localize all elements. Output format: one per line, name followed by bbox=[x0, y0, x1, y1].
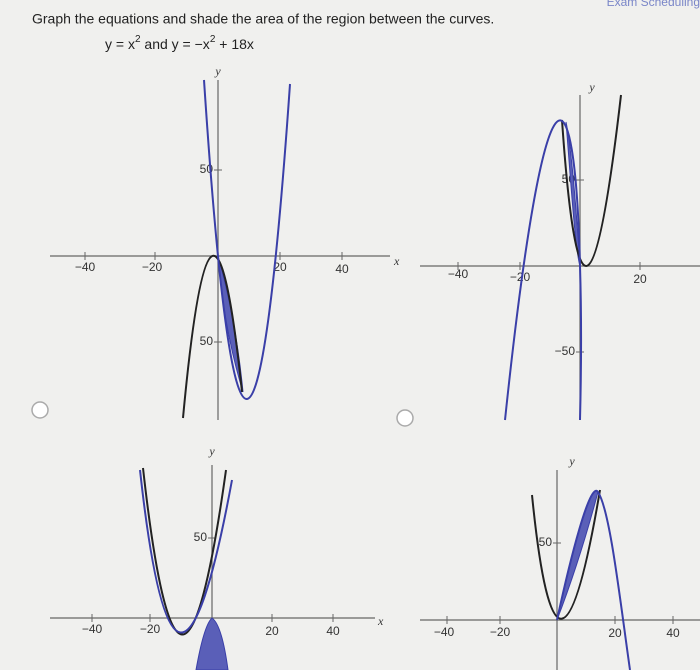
equation-part: y = x bbox=[105, 36, 135, 52]
question: Graph the equations and shade the area o… bbox=[32, 11, 494, 27]
radio-button[interactable] bbox=[396, 409, 414, 427]
curve bbox=[139, 469, 233, 634]
tick-label: −40 bbox=[75, 260, 96, 274]
axis-label: y bbox=[588, 80, 595, 94]
curve bbox=[561, 94, 622, 267]
curve bbox=[182, 254, 243, 419]
curve bbox=[142, 467, 227, 636]
tick-label: 20 bbox=[633, 272, 647, 286]
graph-option: y x −40 −20 20 40 50 50 bbox=[31, 64, 400, 420]
tick-label: 50 bbox=[200, 334, 214, 348]
tick-label: −50 bbox=[555, 344, 576, 358]
tick-label: −20 bbox=[490, 625, 511, 639]
exam-scheduling-link[interactable]: Exam Scheduling bbox=[607, 0, 700, 9]
tick-label: −20 bbox=[510, 270, 531, 284]
tick-label: 50 bbox=[194, 530, 208, 544]
axis-label: x bbox=[377, 614, 384, 628]
curve bbox=[504, 119, 583, 421]
equation-part: 2 bbox=[135, 34, 141, 45]
tick-label: 40 bbox=[326, 624, 340, 638]
tick-label: 20 bbox=[265, 624, 279, 638]
graph-option: y x −40 −20 20 40 50 bbox=[50, 444, 384, 670]
tick-label: −40 bbox=[448, 267, 469, 281]
equation-part: + 18x bbox=[215, 36, 254, 52]
radio-button[interactable] bbox=[31, 401, 49, 419]
curve bbox=[531, 489, 601, 620]
tick-label: −40 bbox=[434, 625, 455, 639]
tick-label: −20 bbox=[140, 622, 161, 636]
axis-label: y bbox=[568, 454, 575, 468]
curve bbox=[556, 489, 631, 670]
curve bbox=[203, 79, 291, 400]
tick-label: 20 bbox=[608, 626, 622, 640]
tick-label: −20 bbox=[142, 260, 163, 274]
axis-label: y bbox=[208, 444, 215, 458]
tick-label: −40 bbox=[82, 622, 103, 636]
equation-part: and y = −x bbox=[141, 36, 210, 52]
tick-label: 50 bbox=[539, 535, 553, 549]
tick-label: 40 bbox=[335, 262, 349, 276]
tick-label: 40 bbox=[666, 626, 680, 640]
graph-option: y −40 −20 20 40 50 bbox=[420, 454, 700, 670]
shaded-region bbox=[195, 617, 229, 670]
axis-label: y bbox=[214, 64, 221, 78]
equation: y = x2 and y = −x2 + 18x bbox=[105, 34, 254, 52]
graph-option: y −40 −20 20 50 −50 bbox=[396, 80, 700, 427]
tick-label: 20 bbox=[273, 260, 287, 274]
axis-label: x bbox=[393, 254, 400, 268]
equation-part: 2 bbox=[210, 34, 216, 45]
